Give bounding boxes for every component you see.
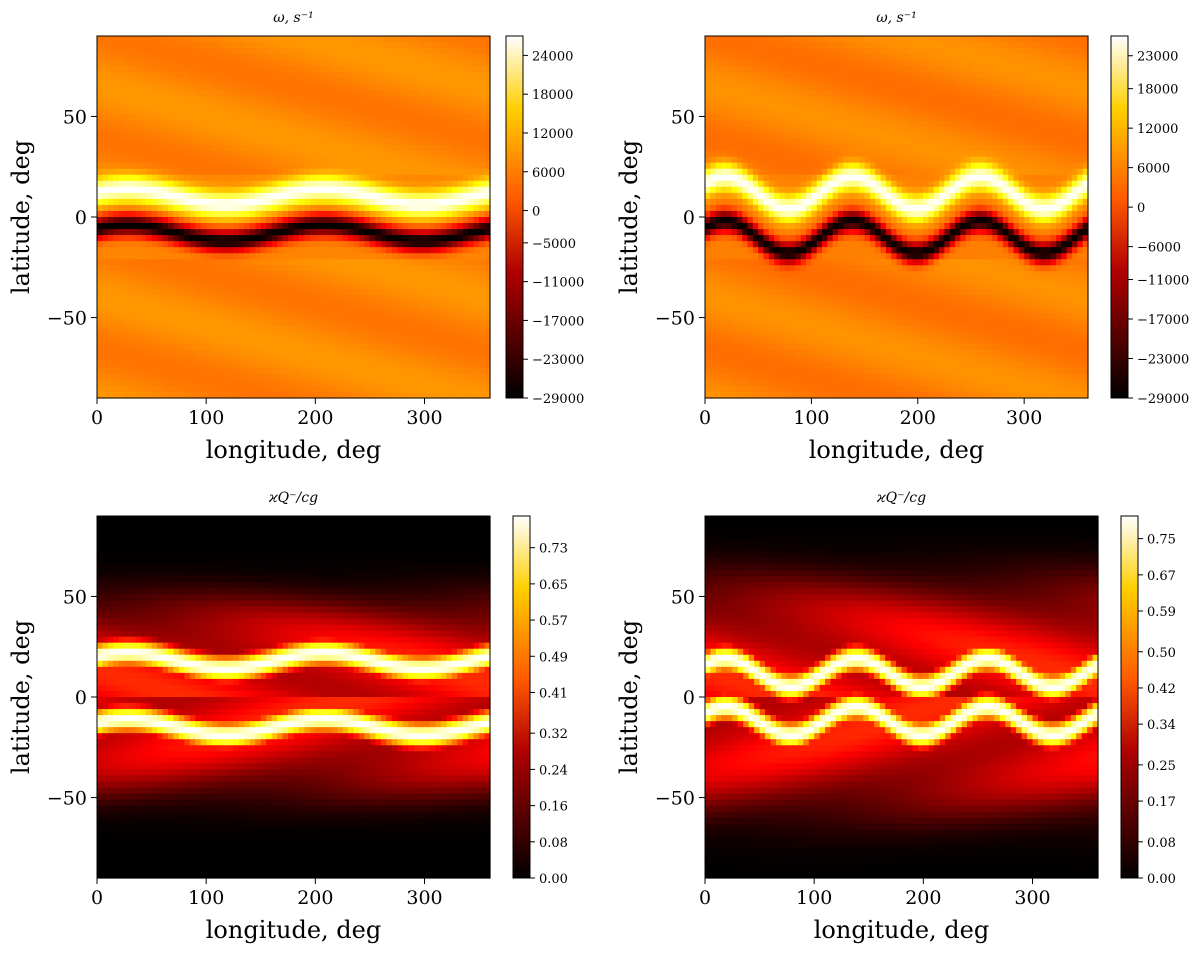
x-tick-label: 200 [900, 407, 936, 429]
x-tick-label: 300 [406, 887, 442, 909]
subplots-container: ω, s⁻¹ 0 100 200 300 50 0 −50 longitude, deg lati… [7, 10, 1189, 944]
colorbar-tick-label: 0.08 [1147, 836, 1176, 851]
colorbar-tick-label: 0.42 [1147, 682, 1176, 697]
vorticity-panel-2: ω, s⁻¹ 0 100 200 300 50 0 −50 longitude, deg lati… [615, 10, 1189, 464]
colorbar-tick-label: 0.50 [1147, 646, 1176, 661]
colorbar-gradient [505, 35, 524, 399]
heatmap-cells [97, 36, 491, 399]
colorbar-tick-label: −5000 [532, 237, 576, 252]
heatmap-cells [705, 516, 1099, 879]
colorbar-tick-label: 0.49 [539, 650, 568, 665]
x-axis-label: longitude, deg [206, 916, 381, 944]
x-tick-label: 300 [1014, 887, 1050, 909]
colorbar-tick-label: 0.59 [1147, 605, 1176, 620]
colorbar-tick-label: 0.32 [539, 727, 568, 742]
colorbar-tick-label: −11000 [1137, 274, 1189, 289]
y-tick-label: 0 [683, 207, 695, 229]
colorbar-tick-label: 12000 [1137, 122, 1178, 137]
colorbar-tick-label: 0.16 [539, 800, 568, 815]
colorbar-tick-label: 0.00 [539, 872, 568, 887]
y-tick-label: −50 [47, 788, 87, 810]
colorbar-tick-label: 0.73 [539, 542, 568, 557]
x-tick-label: 100 [188, 407, 224, 429]
colorbar-tick-label: 0.25 [1147, 759, 1176, 774]
colorbar-tick-label: 12000 [532, 127, 573, 142]
y-tick-label: −50 [655, 308, 695, 330]
colorbar: 23000 18000 12000 6000 0 −6000 −11000 −17000 −23… [1110, 35, 1189, 407]
colorbar-gradient [1110, 35, 1129, 399]
colorbar-tick-label: 0.75 [1147, 533, 1176, 548]
colorbar-tick-label: 0.00 [1147, 872, 1176, 887]
x-axis-label: longitude, deg [814, 916, 989, 944]
colorbar-tick-label: 0 [1137, 201, 1145, 216]
colorbar-tick-label: 0.24 [539, 763, 568, 778]
colorbar-tick-label: −17000 [532, 314, 584, 329]
x-axis-label: longitude, deg [206, 436, 381, 464]
y-tick-label: −50 [655, 788, 695, 810]
x-tick-label: 0 [699, 887, 711, 909]
colorbar-tick-label: 0.67 [1147, 569, 1176, 584]
x-tick-label: 300 [406, 407, 442, 429]
x-tick-label: 0 [91, 407, 103, 429]
colorbar-tick-label: 18000 [1137, 83, 1178, 98]
colorbar-tick-label: −23000 [1137, 353, 1189, 368]
heatmap-cells [97, 516, 491, 879]
colorbar-tick-label: −17000 [1137, 313, 1189, 328]
colorbar: 0.75 0.67 0.59 0.50 0.42 0.34 0.25 0.17 0.08 0.00 [1120, 515, 1176, 887]
x-tick-label: 0 [699, 407, 711, 429]
panel-title: ω, s⁻¹ [876, 10, 917, 26]
colorbar-tick-label: 0.34 [1147, 718, 1176, 733]
y-tick-label: 50 [63, 106, 87, 128]
colorbar-tick-label: 0.17 [1147, 795, 1176, 810]
colorbar-tick-label: 0 [532, 205, 540, 220]
colorbar-tick-label: −29000 [532, 392, 584, 407]
x-tick-label: 300 [1006, 407, 1042, 429]
x-tick-label: 100 [188, 887, 224, 909]
heating-panel-1: ϰQ⁻/cg 0 100 200 300 50 0 −50 longitude, deg lati… [7, 490, 568, 944]
vorticity-panel-1: ω, s⁻¹ 0 100 200 300 50 0 −50 longitude, deg lati… [7, 10, 584, 464]
panel-title: ϰQ⁻/cg [268, 490, 318, 506]
panel-title: ω, s⁻¹ [273, 10, 314, 26]
colorbar-tick-label: −11000 [532, 276, 584, 291]
y-tick-label: 0 [683, 687, 695, 709]
heatmap-cells [705, 36, 1089, 399]
colorbar-gradient [1120, 515, 1139, 879]
x-axis-label: longitude, deg [809, 436, 984, 464]
x-tick-label: 200 [297, 407, 333, 429]
y-axis-label: latitude, deg [615, 140, 643, 294]
x-tick-label: 200 [905, 887, 941, 909]
y-tick-label: 0 [75, 687, 87, 709]
colorbar-tick-label: 6000 [532, 166, 565, 181]
x-tick-label: 200 [297, 887, 333, 909]
colorbar-tick-label: 24000 [532, 49, 573, 64]
y-axis-label: latitude, deg [615, 620, 643, 774]
colorbar-tick-label: −6000 [1137, 241, 1181, 256]
colorbar-tick-label: 0.08 [539, 836, 568, 851]
panel-title: ϰQ⁻/cg [876, 490, 926, 506]
y-tick-label: −50 [47, 308, 87, 330]
y-tick-label: 50 [671, 586, 695, 608]
colorbar-tick-label: 0.57 [539, 614, 568, 629]
colorbar: 0.73 0.65 0.57 0.49 0.41 0.32 0.24 0.16 0.08 0.00 [512, 515, 568, 887]
colorbar-tick-label: −23000 [532, 353, 584, 368]
heating-panel-2: ϰQ⁻/cg 0 100 200 300 50 0 −50 longitude, deg lati… [615, 490, 1176, 944]
colorbar-tick-label: 0.41 [539, 686, 568, 701]
colorbar-tick-label: 0.65 [539, 578, 568, 593]
y-axis-label: latitude, deg [7, 140, 35, 294]
colorbar-tick-label: 18000 [532, 88, 573, 103]
x-tick-label: 0 [91, 887, 103, 909]
colorbar-tick-label: 23000 [1137, 50, 1178, 65]
y-tick-label: 50 [63, 586, 87, 608]
y-axis-label: latitude, deg [7, 620, 35, 774]
colorbar-tick-label: −29000 [1137, 392, 1189, 407]
y-tick-label: 0 [75, 207, 87, 229]
colorbar: 24000 18000 12000 6000 0 −5000 −11000 −17000 −23… [505, 35, 584, 407]
colorbar-tick-label: 6000 [1137, 162, 1170, 177]
x-tick-label: 100 [793, 407, 829, 429]
colorbar-gradient [512, 515, 531, 879]
y-tick-label: 50 [671, 106, 695, 128]
x-tick-label: 100 [796, 887, 832, 909]
